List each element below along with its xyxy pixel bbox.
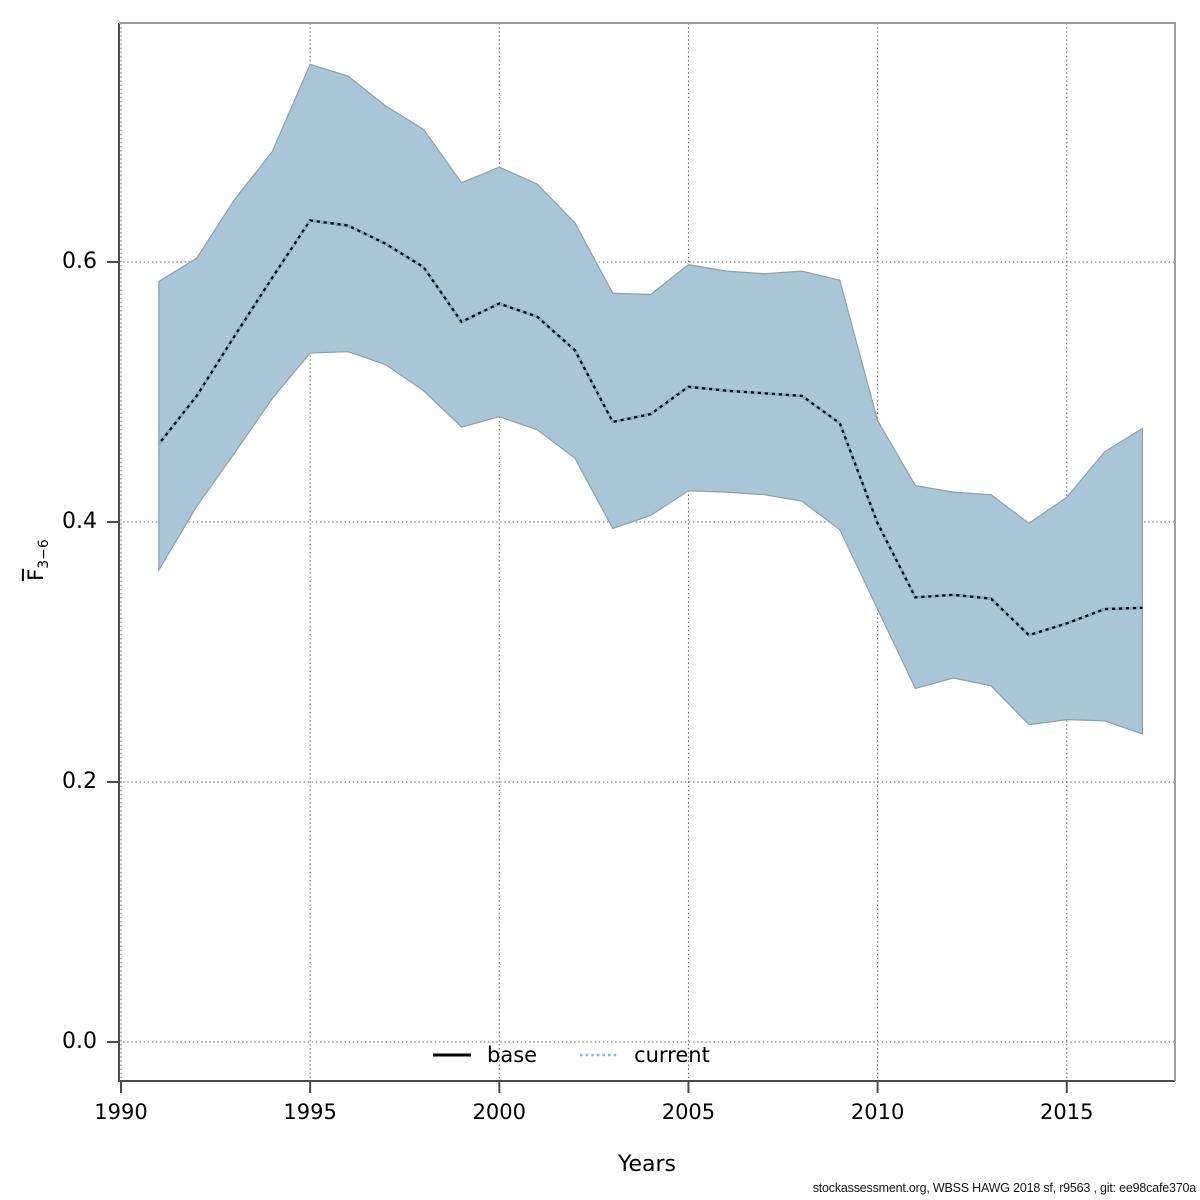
x-axis-title: Years	[617, 1152, 677, 1177]
y-tick-label: 0.0	[62, 1029, 97, 1054]
current-line-sample-icon	[580, 1053, 619, 1057]
legend: base current	[432, 1041, 710, 1069]
current-line	[157, 219, 1143, 637]
base-line-sample-icon	[433, 1053, 471, 1057]
y-tick-label: 0.2	[62, 769, 97, 794]
y-axis-title-main: F	[23, 568, 48, 581]
x-tick-label: 1990	[94, 1100, 148, 1124]
x-tick-label: 2005	[661, 1100, 716, 1124]
y-axis-title-sub: 3−6	[36, 539, 53, 569]
y-tick-label: 0.6	[62, 249, 97, 274]
axis-border-dark	[118, 23, 1175, 1082]
x-tick-label: 1995	[283, 1100, 337, 1124]
y-axis-title: F3−6	[24, 539, 52, 581]
confidence-band	[158, 63, 1144, 735]
y-tick-label: 0.4	[62, 509, 97, 534]
x-tick-label: 2010	[850, 1100, 905, 1124]
footer-credit: stockassessment.org, WBSS HAWG 2018 sf, …	[812, 1181, 1196, 1195]
legend-label-current: current	[634, 1043, 710, 1067]
x-tick-label: 2015	[1040, 1100, 1094, 1124]
x-tick-label: 2000	[472, 1100, 527, 1124]
axis-border-light	[119, 22, 1176, 1081]
legend-label-base: base	[487, 1043, 538, 1067]
